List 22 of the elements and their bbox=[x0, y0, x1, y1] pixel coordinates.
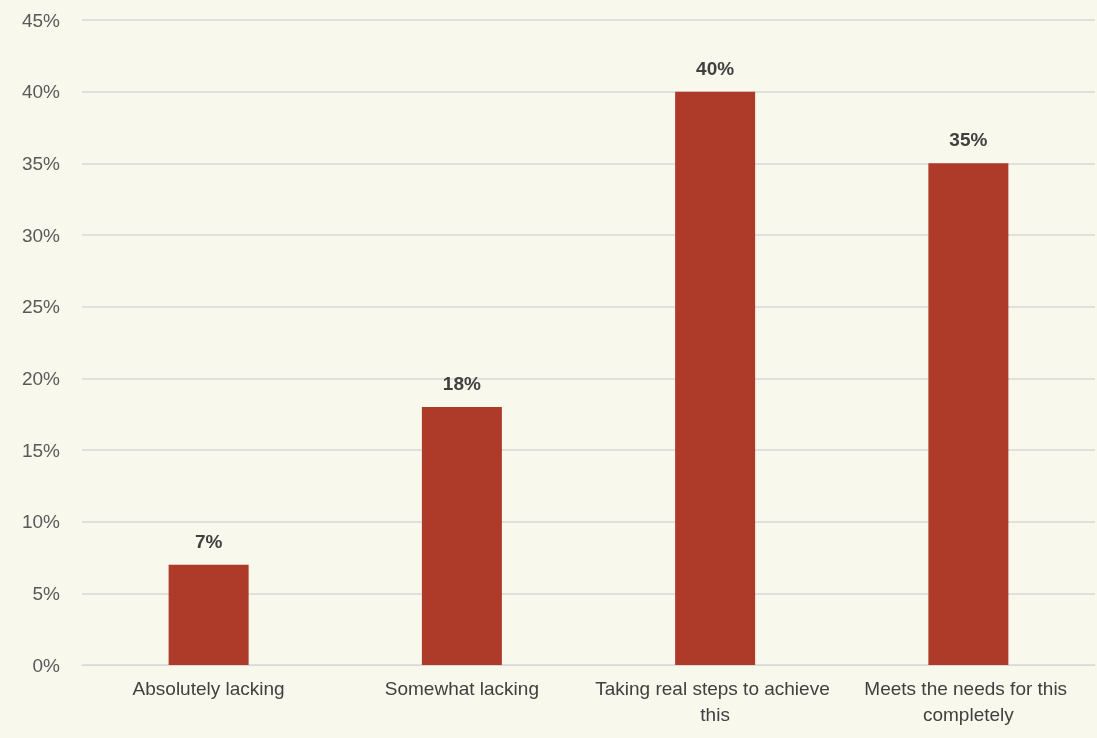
y-tick-label: 45% bbox=[21, 9, 61, 31]
bar bbox=[168, 564, 249, 665]
data-label: 40% bbox=[696, 57, 735, 79]
x-tick-label: Somewhat lacking bbox=[384, 677, 539, 699]
bar bbox=[928, 163, 1009, 665]
bar bbox=[421, 407, 502, 665]
x-tick-label: Taking real steps to achieve this bbox=[595, 677, 835, 725]
y-tick-label: 10% bbox=[21, 511, 61, 533]
y-tick-label: 15% bbox=[21, 439, 61, 461]
y-tick-label: 35% bbox=[21, 152, 61, 174]
x-tick-label: Absolutely lacking bbox=[132, 677, 285, 699]
y-tick-label: 40% bbox=[21, 81, 61, 103]
data-label: 35% bbox=[949, 129, 988, 151]
y-tick-label: 0% bbox=[32, 654, 61, 676]
y-tick-label: 20% bbox=[21, 367, 61, 389]
x-tick-label: Meets the needs for this completely bbox=[864, 677, 1073, 725]
y-tick-label: 25% bbox=[21, 296, 61, 318]
y-tick-label: 5% bbox=[32, 582, 61, 604]
y-tick-label: 30% bbox=[21, 224, 61, 246]
data-label: 7% bbox=[194, 530, 223, 552]
data-label: 18% bbox=[442, 373, 481, 394]
bar bbox=[675, 91, 756, 665]
